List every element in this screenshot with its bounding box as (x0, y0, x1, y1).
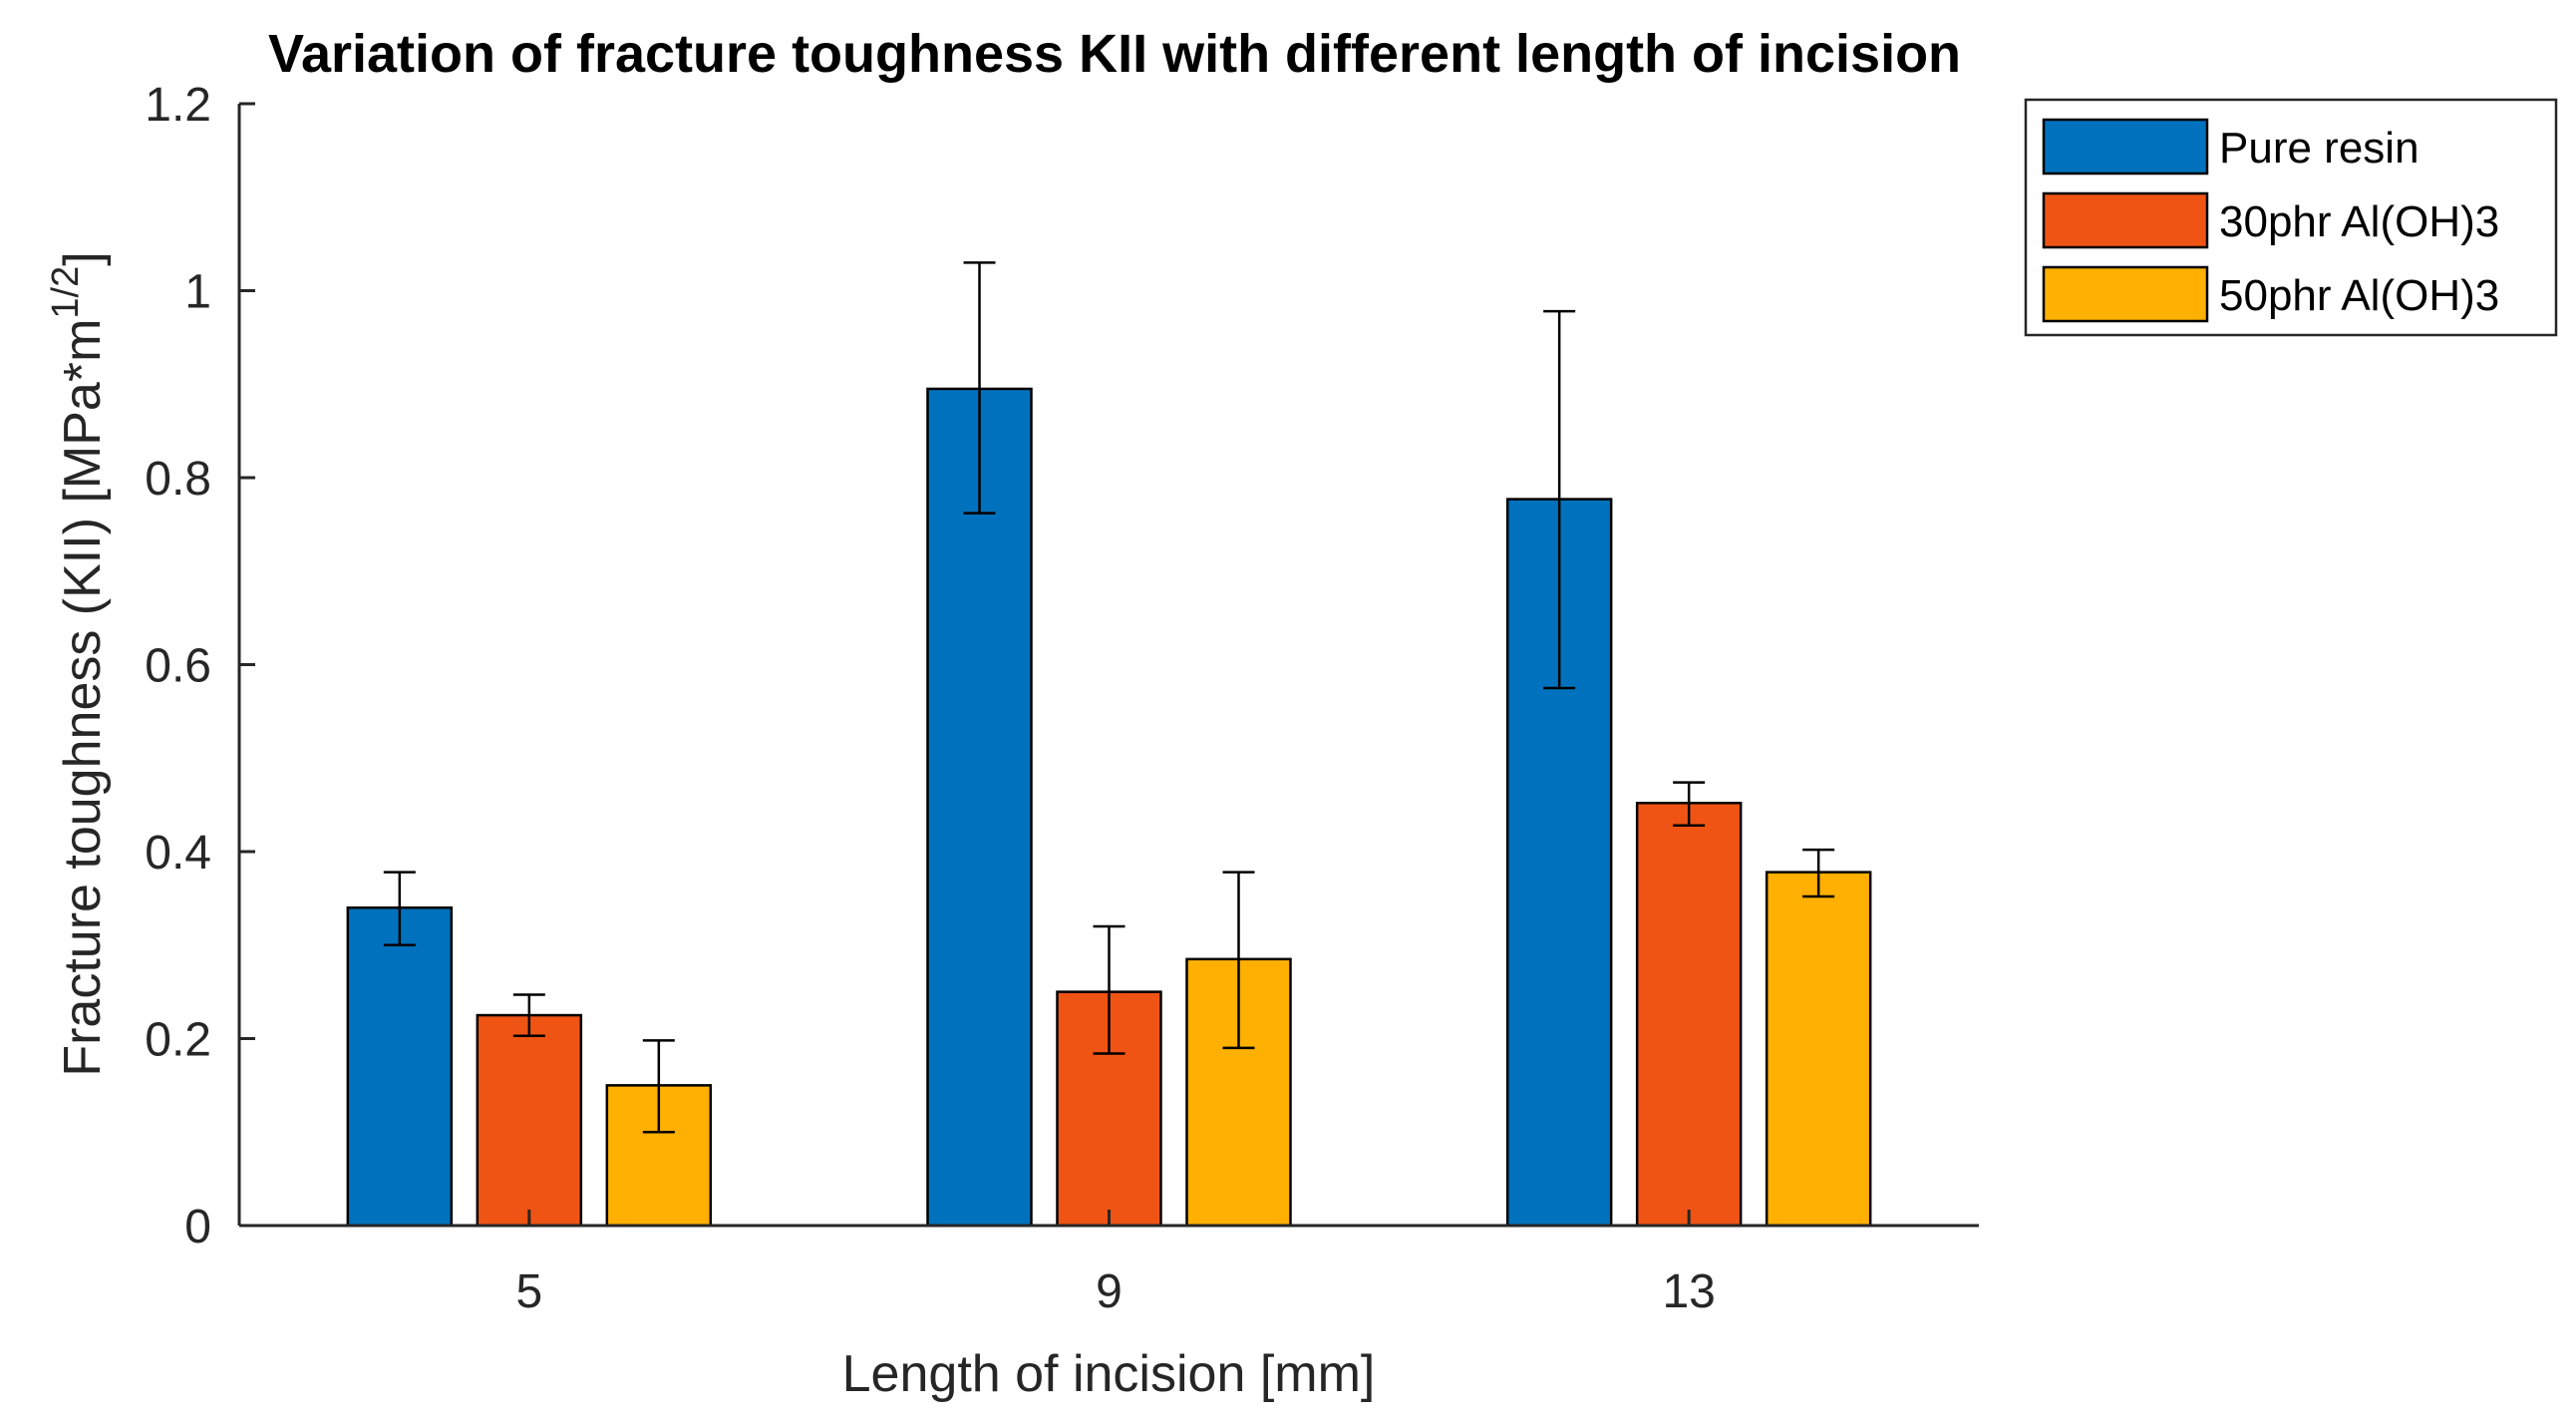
legend-swatch (2042, 191, 2209, 249)
x-axis-label: Length of incision [mm] (842, 1345, 1376, 1403)
y-ticks: 0 0.2 0.4 0.6 0.8 1 1.2 (145, 79, 255, 1253)
x-tick-label: 9 (1096, 1265, 1123, 1318)
y-axis-label: Fracture toughness (KII) [MPa*m1/2] (45, 251, 112, 1076)
bar-30phr-al-oh-3-13 (1635, 802, 1743, 1228)
legend-swatch (2042, 265, 2209, 323)
y-tick-label: 1.2 (145, 79, 211, 132)
legend-label: 30phr Al(OH)3 (2219, 197, 2499, 246)
legend: Pure resin 30phr Al(OH)3 50phr Al(OH)3 (2024, 98, 2558, 337)
y-axis-label-suffix: ] (54, 251, 112, 265)
legend-label: 50phr Al(OH)3 (2219, 271, 2499, 320)
y-axis-label-superscript: 1/2 (45, 266, 87, 319)
x-tick-label: 13 (1662, 1265, 1715, 1318)
chart-title: Variation of fracture toughness KII with… (268, 24, 1961, 84)
x-ticks: 5 9 13 (515, 1210, 1716, 1318)
y-tick-label: 0 (184, 1201, 211, 1253)
y-tick-label: 1 (184, 266, 211, 319)
y-tick-label: 0.6 (145, 640, 211, 693)
legend-label: Pure resin (2219, 124, 2419, 173)
y-axis-label-main: Fracture toughness (KII) [MPa*m (54, 319, 112, 1077)
bar-30phr-al-oh-3-5 (476, 1013, 583, 1228)
x-tick-label: 5 (515, 1265, 542, 1318)
y-tick-label: 0.8 (145, 453, 211, 506)
legend-swatch (2042, 118, 2209, 176)
y-tick-label: 0.2 (145, 1014, 211, 1067)
bar-50phr-al-oh-3-13 (1765, 871, 1872, 1228)
plot-area (346, 261, 1872, 1228)
bar-pure-resin-5 (346, 906, 454, 1228)
y-tick-label: 0.4 (145, 827, 211, 880)
